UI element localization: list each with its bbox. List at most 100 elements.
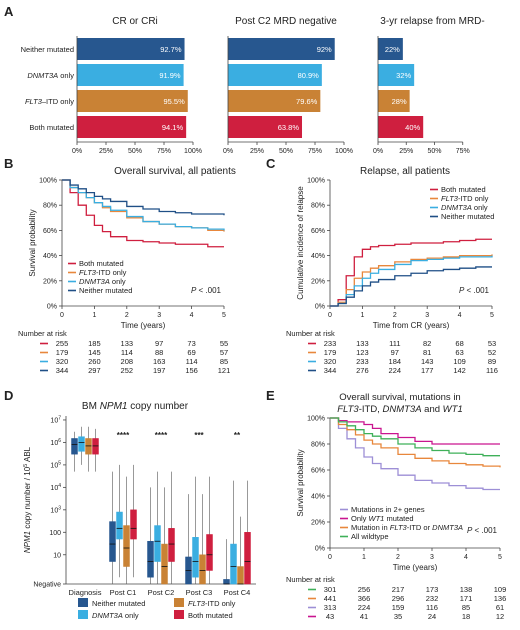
risk-count: 313 <box>324 603 337 612</box>
box <box>223 579 230 585</box>
tick-exponent: 5 <box>58 460 61 466</box>
text-fragment: only <box>123 611 139 620</box>
km-curve <box>330 417 500 491</box>
y-tick-label: 20% <box>311 520 325 527</box>
text-fragment: Neither mutated <box>92 599 145 608</box>
panel-letter-C: C <box>266 156 276 171</box>
risk-count: 68 <box>455 339 463 348</box>
y-tick-label: 20% <box>311 278 325 285</box>
bar-value-label: 40% <box>405 123 420 132</box>
risk-count: 179 <box>324 348 337 357</box>
text-fragment: Neither mutated <box>441 212 494 221</box>
x-tick-label: 3 <box>157 312 161 319</box>
bar-value-label: 95.5% <box>163 97 185 106</box>
text-fragment: –ITD only <box>42 97 74 106</box>
risk-count: 133 <box>356 339 369 348</box>
risk-count: 184 <box>389 357 402 366</box>
risk-count: 41 <box>360 612 368 621</box>
risk-count: 256 <box>358 585 371 594</box>
legend-label: Both mutated <box>441 185 486 194</box>
risk-count: 145 <box>88 348 101 357</box>
risk-count: 260 <box>88 357 101 366</box>
y-tick-label: 80% <box>43 203 57 210</box>
panel-letter-D: D <box>4 388 13 403</box>
risk-count: 53 <box>488 339 496 348</box>
y-tick-label: 40% <box>43 253 57 260</box>
risk-count: 136 <box>494 594 507 603</box>
risk-count: 24 <box>428 612 436 621</box>
risk-count: 114 <box>186 357 198 366</box>
risk-count: 171 <box>460 594 473 603</box>
box <box>123 525 130 567</box>
x-tick-label: 5 <box>490 312 494 319</box>
x-tick-label: 25% <box>250 148 264 155</box>
box <box>71 438 78 455</box>
x-tick-label: 1 <box>92 312 96 319</box>
panel-d-title: BM NPM1 copy number <box>82 401 189 412</box>
box <box>206 534 213 571</box>
risk-count: 88 <box>155 348 163 357</box>
x-tick-label: 1 <box>360 312 364 319</box>
risk-count: 163 <box>153 357 166 366</box>
box <box>192 537 199 578</box>
significance-marker: *** <box>194 431 204 440</box>
y-axis-label: Survival probability <box>28 209 37 276</box>
box <box>168 528 175 562</box>
box <box>130 509 137 540</box>
x-tick-label: 4 <box>190 312 194 319</box>
bar-value-label: 22% <box>385 45 400 54</box>
tick-exponent: 7 <box>58 415 61 421</box>
significance-marker: ** <box>234 431 241 440</box>
risk-count: 208 <box>121 357 134 366</box>
legend-swatch <box>174 598 184 607</box>
risk-count: 116 <box>426 603 438 612</box>
text-fragment: DNMT3A <box>441 203 472 212</box>
x-axis-label: Time from CR (years) <box>373 321 450 330</box>
risk-count: 12 <box>496 612 504 621</box>
risk-count: 197 <box>153 366 166 375</box>
text-fragment: FLT3 <box>337 404 359 415</box>
text-fragment: WT1 <box>369 514 385 523</box>
risk-count: 97 <box>155 339 163 348</box>
risk-count: 63 <box>455 348 463 357</box>
risk-count: 121 <box>218 366 231 375</box>
risk-count: 142 <box>453 366 466 375</box>
box <box>116 511 123 540</box>
panel-letter-A: A <box>4 4 14 19</box>
legend-label: Mutations in 2+ genes <box>351 505 425 514</box>
bar-value-label: 92% <box>317 45 332 54</box>
x-tick-label: 2 <box>393 312 397 319</box>
panel-e-title-line1: Overall survival, mutations in <box>339 392 460 403</box>
text-fragment: DNMT3A <box>79 277 110 286</box>
text-fragment: Neither mutated <box>79 286 132 295</box>
text-fragment: mutated <box>384 514 413 523</box>
risk-count: 185 <box>88 339 101 348</box>
bar-value-label: 94.1% <box>162 123 184 132</box>
x-tick-label: 2 <box>396 554 400 561</box>
risk-count: 217 <box>392 585 405 594</box>
text-fragment: Both mutated <box>29 123 74 132</box>
km-curve <box>330 417 500 457</box>
p-symbol: P <box>467 526 473 535</box>
legend-label: All wildtype <box>351 532 389 541</box>
text-fragment: copy number <box>127 401 188 412</box>
text-fragment: -ITD or <box>407 523 432 532</box>
x-tick-label: 3 <box>430 554 434 561</box>
km-curve <box>330 417 501 468</box>
x-tick-label: 0% <box>72 148 82 155</box>
x-category-label: Post C1 <box>110 588 137 597</box>
x-tick-label: 75% <box>456 148 470 155</box>
x-tick-label: 4 <box>464 554 468 561</box>
legend-swatch <box>78 598 88 607</box>
risk-count: 111 <box>389 339 400 348</box>
y-tick-label: 0% <box>47 304 57 311</box>
legend-label: FLT3-ITD only <box>79 268 127 277</box>
tick-base: 10 <box>50 440 58 447</box>
p-symbol: P <box>459 286 465 295</box>
y-tick-label: 60% <box>43 228 57 235</box>
bar <box>378 38 403 60</box>
text-fragment: and <box>422 404 443 415</box>
risk-table-title: Number at risk <box>286 575 335 584</box>
x-tick-label: 100% <box>184 148 202 155</box>
